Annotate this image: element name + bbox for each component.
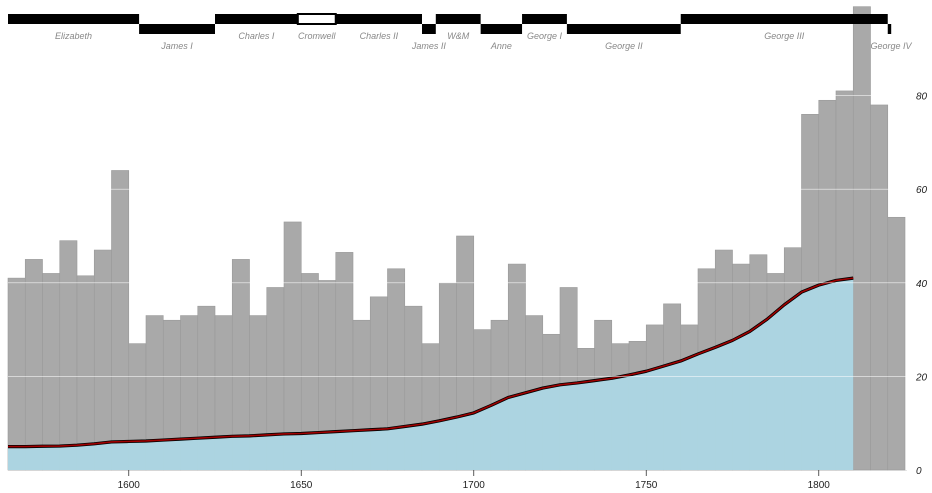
reign-bar (680, 14, 888, 24)
y-tick-label: 0 (916, 466, 922, 477)
reign-label: George II (605, 41, 643, 51)
reign-label: James II (411, 41, 447, 51)
reign-bar (139, 24, 215, 34)
reign-label: James I (160, 41, 193, 51)
reign-bar (435, 14, 481, 24)
reign-bar (887, 24, 892, 34)
reign-bar (215, 14, 298, 24)
reign-label: Charles I (238, 31, 275, 41)
reign-bar (8, 14, 140, 24)
reign-bar (522, 14, 567, 24)
gridlines (8, 95, 907, 377)
reign-label: Anne (490, 41, 512, 51)
reign-label: W&M (447, 31, 469, 41)
x-tick-label: 1750 (635, 480, 658, 491)
y-tick-label: 80 (916, 92, 928, 103)
price-bar (42, 273, 61, 471)
price-bar (59, 240, 78, 471)
reign-bar (296, 13, 337, 25)
y-axis: 0 20 40 60 80 (915, 92, 928, 477)
wages-area-fill (8, 278, 854, 470)
price-bar (7, 277, 26, 471)
reign-bar (566, 24, 681, 34)
price-bar (887, 216, 906, 471)
reign-label: Elizabeth (55, 31, 92, 41)
reign-timeline: Elizabeth James I Charles I Cromwell Charles… (8, 13, 913, 51)
reign-bar (422, 24, 436, 34)
wages-area (8, 276, 854, 470)
y-tick-label: 40 (916, 279, 928, 290)
y-tick-label: 60 (916, 185, 928, 196)
reign-label: Cromwell (298, 31, 337, 41)
reign-bar (335, 14, 422, 24)
x-tick-label: 1650 (290, 480, 313, 491)
wages-line (8, 277, 854, 448)
x-tick-label: 1600 (118, 480, 141, 491)
reign-label: George I (527, 31, 563, 41)
reign-bar (480, 24, 523, 34)
x-tick-label: 1800 (808, 480, 831, 491)
x-tick-label: 1700 (463, 480, 486, 491)
reign-label: George III (764, 31, 805, 41)
x-axis: 1600 1650 1700 1750 1800 (8, 470, 907, 491)
price-bar (24, 259, 43, 471)
price-bar (76, 275, 95, 471)
price-bar (870, 104, 889, 471)
reign-label: George IV (870, 41, 912, 51)
price-bar (111, 170, 130, 471)
y-tick-label: 20 (915, 372, 928, 383)
reign-label: Charles II (360, 31, 399, 41)
price-bar (852, 6, 871, 471)
